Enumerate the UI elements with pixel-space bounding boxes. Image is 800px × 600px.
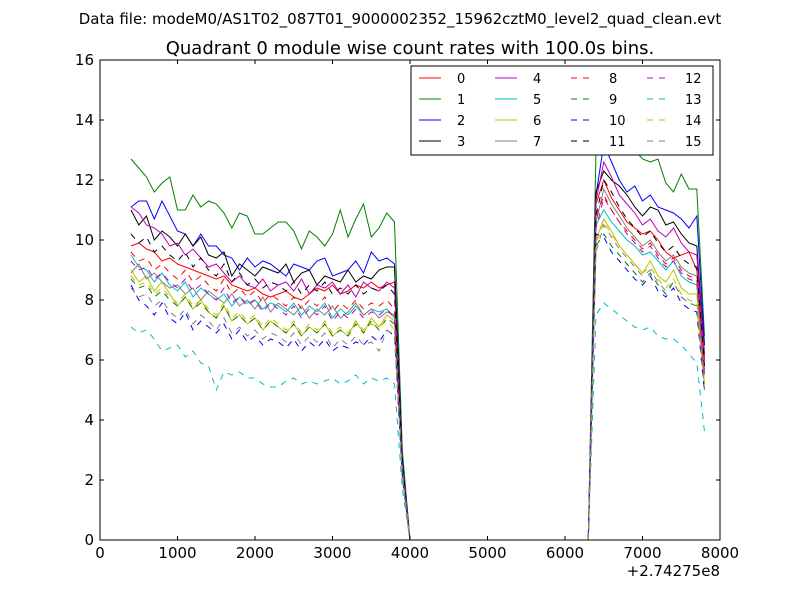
x-offset-label: +2.74275e8 bbox=[627, 562, 720, 580]
y-tick-label: 8 bbox=[84, 291, 94, 309]
y-tick-label: 2 bbox=[84, 471, 94, 489]
legend-label-15: 15 bbox=[685, 135, 702, 150]
series-line-5 bbox=[130, 209, 705, 540]
series-line-7 bbox=[130, 187, 705, 540]
legend-label-9: 9 bbox=[609, 93, 617, 108]
legend-label-7: 7 bbox=[533, 135, 541, 150]
series-line-4 bbox=[130, 160, 705, 540]
legend-label-3: 3 bbox=[457, 135, 465, 150]
series-line-12 bbox=[130, 196, 705, 540]
y-tick-label: 14 bbox=[75, 111, 94, 129]
chart-suptitle: Data file: modeM0/AS1T02_087T01_90000023… bbox=[79, 10, 722, 29]
y-tick-label: 0 bbox=[84, 531, 94, 549]
legend-box bbox=[410, 65, 714, 156]
legend-label-4: 4 bbox=[533, 72, 541, 87]
legend-label-8: 8 bbox=[609, 72, 617, 87]
legend-label-10: 10 bbox=[609, 114, 626, 129]
legend-label-2: 2 bbox=[457, 114, 465, 129]
x-tick-label: 1000 bbox=[158, 544, 196, 562]
series-line-10 bbox=[130, 233, 705, 540]
x-tick-label: 7000 bbox=[623, 544, 661, 562]
series-line-6 bbox=[130, 217, 705, 540]
x-tick-label: 0 bbox=[95, 544, 105, 562]
y-tick-label: 12 bbox=[75, 171, 94, 189]
series-line-9 bbox=[130, 233, 705, 540]
series-line-15 bbox=[130, 223, 705, 540]
ticks-layer: 0 1000 2000 3000 4000 5000 6000 7000 80000246810… bbox=[75, 51, 739, 562]
series-line-11 bbox=[130, 178, 705, 540]
y-tick-label: 6 bbox=[84, 351, 94, 369]
series-line-14 bbox=[130, 220, 705, 540]
y-tick-label: 16 bbox=[75, 51, 94, 69]
legend-label-5: 5 bbox=[533, 93, 541, 108]
legend-label-12: 12 bbox=[685, 72, 702, 87]
x-tick-label: 4000 bbox=[391, 544, 429, 562]
y-tick-label: 4 bbox=[84, 411, 94, 429]
x-tick-label: 6000 bbox=[546, 544, 584, 562]
legend-label-11: 11 bbox=[609, 135, 626, 150]
x-tick-label: 5000 bbox=[468, 544, 506, 562]
legend-label-0: 0 bbox=[457, 72, 465, 87]
series-line-13 bbox=[130, 302, 705, 540]
chart-title: Quadrant 0 module wise count rates with … bbox=[166, 38, 655, 59]
y-tick-label: 10 bbox=[75, 231, 94, 249]
series-line-1 bbox=[130, 94, 705, 540]
series-line-2 bbox=[130, 142, 705, 540]
series-line-3 bbox=[130, 170, 705, 540]
legend-label-14: 14 bbox=[685, 114, 702, 129]
legend-label-13: 13 bbox=[685, 93, 702, 108]
x-tick-label: 2000 bbox=[236, 544, 274, 562]
legend-label-1: 1 bbox=[457, 93, 465, 108]
legend-label-6: 6 bbox=[533, 114, 541, 129]
x-tick-label: 8000 bbox=[701, 544, 739, 562]
x-tick-label: 3000 bbox=[313, 544, 351, 562]
series-line-0 bbox=[130, 178, 705, 540]
series-layer bbox=[130, 94, 705, 540]
